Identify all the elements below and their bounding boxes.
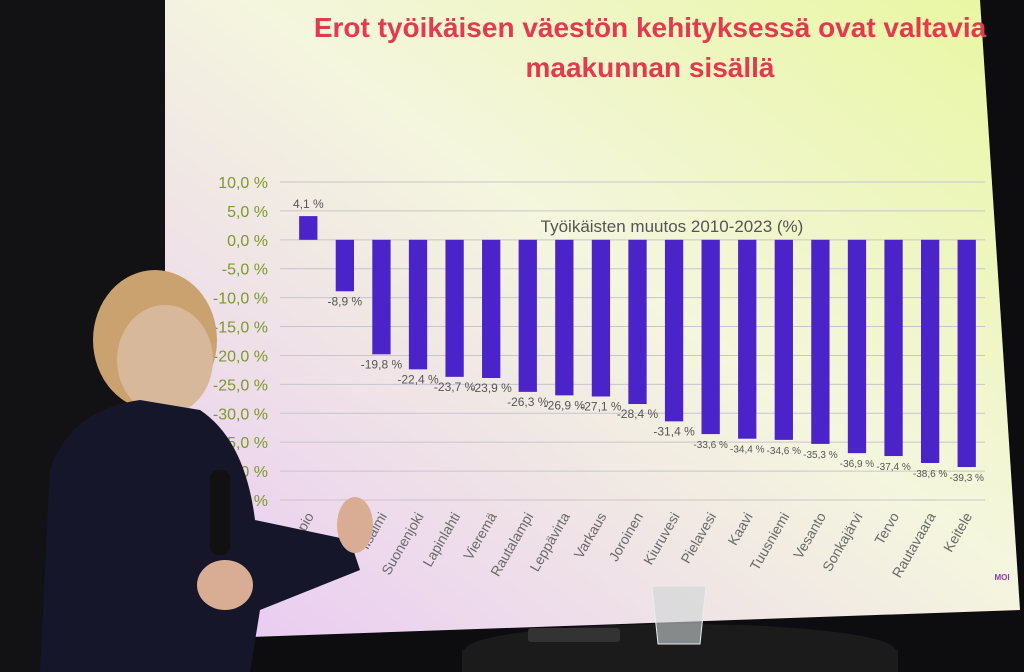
bar xyxy=(555,239,574,396)
value-label: -23,7 % xyxy=(434,380,476,394)
chart-title: Erot työikäisen väestön kehityksessä ova… xyxy=(313,12,987,83)
value-label: -23,9 % xyxy=(471,381,513,395)
bar xyxy=(811,239,830,444)
y-tick-label: 0,0 % xyxy=(227,233,268,250)
y-tick-label: -10,0 % xyxy=(213,291,268,308)
logo: MOI xyxy=(994,573,1009,582)
y-tick-label: -25,0 % xyxy=(213,377,268,394)
y-tick-label: -15,0 % xyxy=(213,320,268,337)
bar xyxy=(628,239,647,405)
value-label: -28,4 % xyxy=(617,407,659,421)
value-label: -26,9 % xyxy=(544,398,586,412)
speaker-hand xyxy=(337,497,373,553)
bar xyxy=(701,239,720,435)
value-label: -39,3 % xyxy=(949,473,984,484)
bar xyxy=(518,239,537,392)
value-label: -38,6 % xyxy=(913,469,948,480)
glass xyxy=(651,585,707,645)
y-tick-label: -5,0 % xyxy=(222,262,268,279)
value-label: -31,4 % xyxy=(653,424,695,438)
value-label: -26,3 % xyxy=(507,395,549,409)
bar xyxy=(335,239,355,292)
value-label: -8,9 % xyxy=(328,294,363,308)
y-tick-label: -30,0 % xyxy=(213,406,268,423)
value-label: -36,9 % xyxy=(840,459,875,470)
bar xyxy=(738,239,757,439)
value-label: -37,4 % xyxy=(876,462,911,473)
bar xyxy=(482,239,501,379)
bar xyxy=(957,239,976,468)
speaker-face xyxy=(117,305,213,415)
y-tick-label: 10,0 % xyxy=(218,175,268,192)
speaker-body xyxy=(40,400,360,672)
value-label: -27,1 % xyxy=(580,400,622,414)
value-label: -19,8 % xyxy=(361,357,403,371)
bar xyxy=(920,239,940,463)
microphone xyxy=(210,470,230,555)
y-tick-label: 5,0 % xyxy=(227,204,268,221)
speaker-hand xyxy=(197,560,253,610)
value-label: -33,6 % xyxy=(693,440,728,451)
value-label: 4,1 % xyxy=(293,197,324,211)
y-tick-label: -20,0 % xyxy=(213,348,268,365)
bar xyxy=(884,239,903,457)
value-label: -34,6 % xyxy=(767,446,802,457)
bar xyxy=(774,239,793,440)
phone xyxy=(528,628,620,642)
value-label: -35,3 % xyxy=(803,450,838,461)
bar xyxy=(372,239,391,355)
bar xyxy=(299,216,318,240)
value-label: -22,4 % xyxy=(397,372,439,386)
bar xyxy=(445,239,464,377)
table xyxy=(462,650,898,672)
chart-subtitle: Työikäisten muutos 2010-2023 (%) xyxy=(541,217,804,236)
value-label: -34,4 % xyxy=(730,445,765,456)
bar xyxy=(664,239,684,422)
bar xyxy=(591,239,611,397)
bar xyxy=(408,239,428,370)
bar xyxy=(847,239,867,454)
